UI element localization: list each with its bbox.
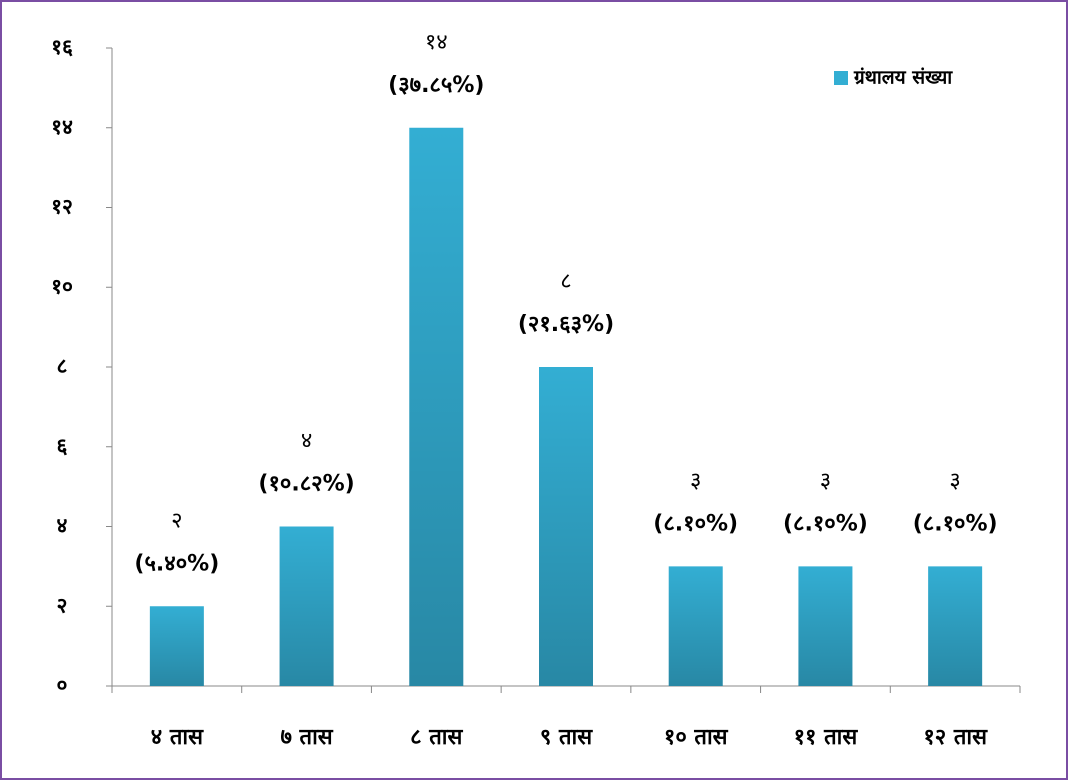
percentage-label: (८.१०%) [913,511,998,536]
x-tick-label: ९ तास [540,725,593,750]
bar-shade [149,606,204,686]
legend-swatch [834,71,848,85]
bar-shade [928,566,983,686]
percentage-label: (८.१०%) [653,511,738,536]
value-label: ४ [301,429,312,454]
bar-shade [668,566,723,686]
y-tick-label: १६ [51,35,73,59]
percentage-label: (३७.८५%) [388,73,484,98]
legend-label: ग्रंथालय संख्या [853,67,953,89]
value-label: ३ [820,468,831,493]
value-label: १४ [425,30,448,55]
y-tick-label: ६ [57,434,68,458]
value-label: ३ [949,468,960,493]
percentage-label: (८.१०%) [783,511,868,536]
y-tick-label: २ [57,593,68,617]
bar-shade [539,367,593,686]
x-tick-label: ११ तास [794,725,859,750]
y-tick-label: ४ [57,514,68,538]
bar-shade [409,127,464,686]
x-tick-label: १० तास [664,725,729,750]
value-label: २ [171,508,182,533]
bar-shade [279,526,334,686]
y-tick-label: ८ [57,354,68,378]
bar-shade [798,566,853,686]
value-label: ८ [560,269,571,294]
percentage-label: (२१.६३%) [518,312,614,337]
x-tick-label: ८ तास [410,725,463,750]
percentage-label: (५.४०%) [134,551,219,576]
y-tick-label: ० [57,673,68,697]
x-tick-label: ७ तास [280,725,333,750]
percentage-label: (१०.८२%) [258,472,354,497]
y-tick-label: १२ [51,195,73,219]
y-tick-label: १० [51,274,73,298]
value-label: ३ [690,468,701,493]
x-tick-label: ४ तास [151,725,204,750]
x-tick-label: १२ तास [923,725,988,750]
y-tick-label: १४ [51,115,73,139]
